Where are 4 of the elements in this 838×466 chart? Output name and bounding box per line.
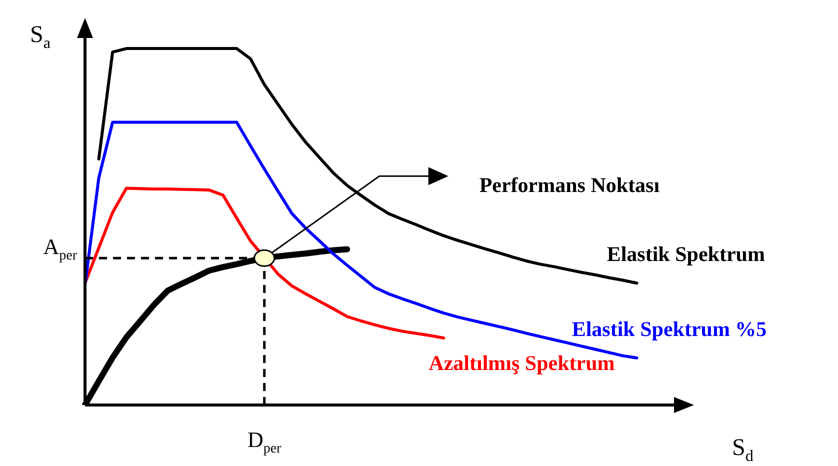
annotation: Performans Noktası [479,173,660,198]
series-label: Azaltılmış Spektrum [428,350,616,375]
series-label: Elastik Spektrum %5 [572,316,767,341]
series-label: Elastik Spektrum [606,242,766,266]
